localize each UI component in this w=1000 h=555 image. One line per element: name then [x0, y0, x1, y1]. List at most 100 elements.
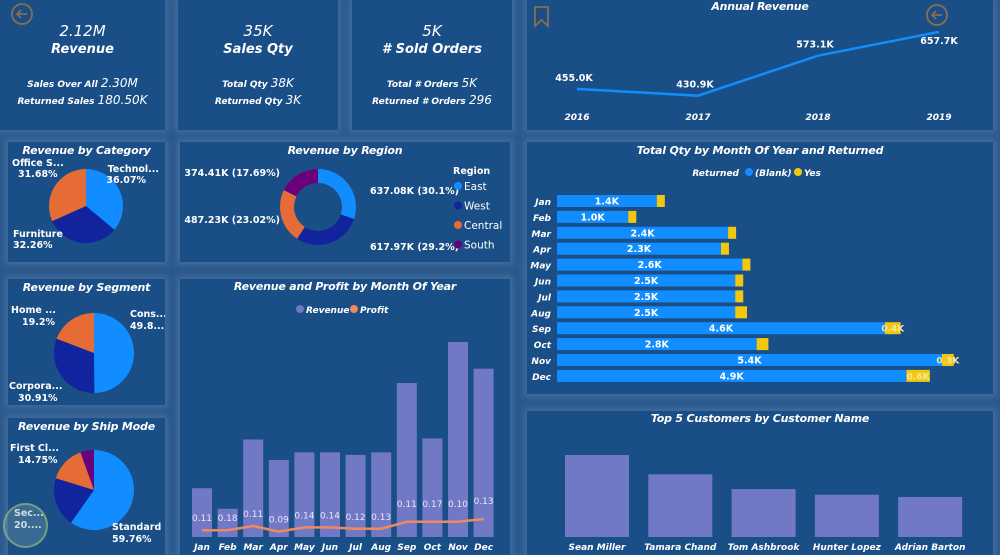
pie-slice-central [280, 190, 305, 239]
legend-marker [296, 305, 304, 313]
pie-percent-label: 36.07% [106, 175, 146, 186]
legend-marker [745, 168, 753, 176]
legend-item-label: Yes [804, 169, 821, 179]
y-tick-label: Sep [532, 325, 552, 335]
legend-marker [454, 182, 462, 190]
bar-blank [557, 274, 736, 287]
bar-returned [656, 195, 665, 207]
bar-returned [735, 306, 748, 319]
x-tick-label: Tom Ashbrook [728, 543, 801, 553]
revenue-bar [268, 460, 289, 537]
legend-marker [454, 201, 462, 210]
revenue-profit-panel: Revenue and Profit by Month Of Year Reve… [180, 279, 510, 555]
revenue-by-segment-chart: Cons...49.8... Corpora...30.91% Home ...19… [9, 305, 165, 404]
pie-label: Furniture [13, 229, 63, 240]
bar-returned [720, 242, 729, 255]
pie-label: Technol... [108, 164, 159, 175]
revenue-bar [320, 452, 340, 537]
revenue-by-category-panel: Revenue by Category Technol... 36.07% Furn… [8, 142, 165, 262]
revenue-by-region-panel: Revenue by Region 637.08K (30.1%) 617.97K… [180, 142, 510, 262]
x-tick-label: Jan [192, 543, 210, 553]
legend-title: Region [453, 166, 490, 177]
customer-bar [648, 474, 713, 537]
pie-percent-label: 19.2% [22, 317, 55, 328]
sub-value: 3K [285, 93, 302, 107]
revenue-by-region-chart: 637.08K (30.1%) 617.97K (29.2%) 487.23K (2… [184, 166, 502, 253]
x-tick-label: Jul [347, 543, 363, 553]
bar-data-label: 2.4K [630, 228, 655, 239]
x-tick-label: Aug [370, 543, 391, 553]
legend-item-label: West [464, 201, 490, 213]
bar-data-label: 4.9K [720, 371, 745, 382]
bar-returned [735, 274, 744, 287]
back-arrow-icon[interactable] [925, 3, 949, 27]
pie-percent-label: 32.26% [13, 240, 53, 251]
kpi-revenue-sub-2: Returned Sales 180.50K [0, 93, 165, 107]
x-tick-label: May [294, 543, 316, 553]
profit-line [202, 517, 484, 533]
y-tick-label: Dec [532, 373, 552, 383]
kpi-card-sold-orders: 5K # Sold Orders Total # Orders 5K Retur… [352, 0, 512, 130]
sub-value: 2.30M [100, 76, 138, 90]
customer-bar [814, 494, 879, 537]
sub-value: 180.50K [97, 93, 148, 107]
pie-slice-corporate [54, 338, 95, 393]
bookmark-icon[interactable] [533, 5, 551, 29]
pie-slice-consumer [94, 313, 135, 393]
chart-title: Total Qty by Month Of Year and Returned [636, 144, 884, 157]
revenue-bar [371, 452, 392, 537]
legend-item-label: East [464, 181, 487, 193]
legend-item-label: Central [464, 220, 502, 232]
watermark-logo [3, 503, 48, 548]
bar-data-label: 0.4K [881, 325, 905, 335]
bar-blank [557, 258, 743, 271]
pie-percent-label: 49.8... [130, 321, 164, 332]
bar-blank [557, 369, 907, 382]
x-tick-label: 2017 [685, 113, 711, 123]
bar-data-label: 1.0K [581, 212, 606, 223]
chart-title: Top 5 Customers by Customer Name [650, 412, 870, 425]
sub-value: 5K [461, 76, 478, 90]
pie-label: Office S... [12, 158, 64, 169]
revenue-by-ship-mode-chart: Standard ...59.76%Sec...20....First Cl..… [10, 443, 165, 545]
sub-value: 38K [270, 76, 294, 90]
bar-data-label: 2.5K [634, 276, 659, 287]
x-tick-label: Apr [269, 543, 288, 553]
back-arrow-icon[interactable] [10, 2, 34, 26]
kpi-sales-qty-sub-1: Total Qty 38K [178, 76, 338, 90]
chart-title: Revenue by Ship Mode [18, 420, 155, 433]
customer-bar [898, 496, 963, 537]
bar-data-label: 2.6K [638, 260, 663, 271]
kpi-card-revenue: 2.12M Revenue Sales Over All 2.30M Retur… [0, 0, 165, 130]
bar-returned [735, 290, 744, 303]
kpi-revenue-value: 2.12M [59, 22, 106, 40]
profit-data-label: 0.14 [320, 511, 340, 521]
revenue-bar [345, 454, 366, 537]
y-tick-label: Feb [533, 214, 552, 224]
bar-returned [628, 210, 637, 223]
pie-label: Standard ... [112, 522, 165, 533]
kpi-orders-sub-2: Returned # Orders 296 [352, 93, 512, 107]
chart-title: Revenue by Segment [22, 281, 151, 294]
chart-title: Annual Revenue [711, 0, 809, 13]
profit-data-label: 0.13 [371, 513, 391, 523]
chart-title: Revenue by Category [22, 144, 151, 157]
donut-data-label: 374.41K (17.69%) [184, 168, 280, 179]
sub-label: Sales Over All [27, 80, 98, 90]
kpi-revenue-label: Revenue [51, 42, 114, 57]
profit-data-label: 0.17 [422, 500, 442, 510]
x-tick-label: 2019 [926, 113, 951, 123]
x-tick-label: Mar [243, 543, 263, 553]
kpi-revenue-sub-1: Sales Over All 2.30M [0, 76, 165, 90]
annual-revenue-panel: Annual Revenue 455.0K 2016 430.9K 2017 573.1… [527, 0, 993, 130]
bar-blank [557, 354, 942, 366]
pie-label: Corpora... [9, 381, 62, 392]
top-customers-panel: Top 5 Customers by Customer Name Sean Mi… [527, 411, 993, 555]
bar-returned [942, 354, 954, 366]
bar-blank [557, 338, 757, 351]
y-tick-label: Aug [530, 309, 551, 319]
y-tick-label: May [530, 262, 552, 272]
annual-revenue-chart: 455.0K 2016 430.9K 2017 573.1K 2018 657.7K 2019 [555, 30, 958, 123]
donut-data-label: 617.97K (29.2%) [370, 242, 459, 253]
